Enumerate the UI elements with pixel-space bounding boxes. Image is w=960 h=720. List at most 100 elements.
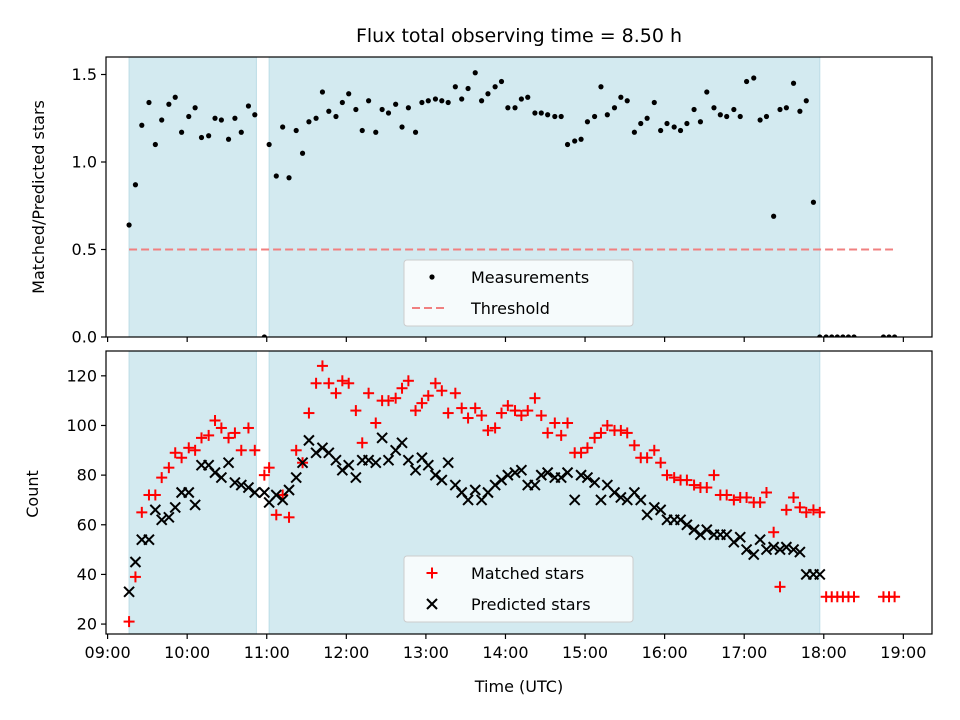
data-point-1-0-53 (476, 410, 488, 422)
data-point-0-0-10 (192, 105, 198, 111)
data-point-0-0-49 (452, 84, 458, 90)
data-point-0-0-60 (525, 94, 531, 100)
data-point-1-0-22 (270, 509, 282, 521)
data-point-1-0-95 (754, 496, 766, 508)
data-point-1-0-36 (363, 387, 375, 399)
data-point-1-0-43 (410, 405, 422, 417)
observing-window-1-0 (128, 350, 257, 635)
data-point-1-1-42 (402, 454, 415, 466)
data-point-1-0-27 (303, 407, 315, 419)
data-point-1-0-37 (370, 417, 382, 429)
data-point-0-0-28 (313, 115, 319, 121)
data-point-1-0-110 (848, 591, 860, 603)
data-point-1-0-68 (575, 447, 587, 459)
data-point-1-0-57 (502, 400, 514, 412)
data-point-1-1-74 (615, 491, 627, 504)
data-point-0-0-57 (505, 105, 511, 111)
data-point-0-0-59 (518, 96, 524, 102)
x-tick-label-4: 13:00 (403, 643, 449, 662)
data-point-0-0-12 (206, 133, 212, 139)
data-point-1-0-103 (807, 504, 819, 516)
y-tick-label-0-0: 0.0 (72, 328, 97, 347)
data-point-1-1-41 (396, 437, 408, 449)
data-point-1-1-95 (754, 533, 766, 546)
data-point-0-0-0 (126, 222, 132, 228)
data-point-1-0-99 (780, 504, 792, 516)
data-point-1-1-70 (588, 476, 601, 489)
data-point-0-0-37 (373, 129, 379, 135)
data-point-1-1-7 (169, 501, 181, 514)
data-point-1-0-33 (343, 377, 355, 389)
data-point-1-0-76 (628, 439, 640, 451)
data-point-0-0-39 (385, 110, 392, 116)
data-point-1-1-0 (123, 586, 135, 598)
data-point-0-0-42 (405, 105, 411, 111)
data-point-1-0-17 (235, 444, 247, 456)
data-point-0-0-96 (763, 113, 770, 120)
data-point-0-0-53 (478, 98, 485, 104)
data-point-0-0-83 (677, 127, 684, 134)
data-point-1-1-3 (143, 533, 155, 546)
data-point-1-0-71 (595, 427, 607, 439)
data-point-0-0-99 (783, 105, 789, 111)
data-point-0-0-92 (737, 113, 743, 120)
data-point-1-0-80 (655, 457, 667, 469)
data-point-1-0-72 (601, 419, 613, 431)
data-point-1-0-55 (489, 422, 501, 434)
data-point-1-1-34 (350, 471, 362, 484)
data-point-0-0-3 (146, 99, 152, 106)
data-point-1-0-58 (509, 405, 521, 417)
data-point-0-0-100 (790, 80, 797, 86)
data-point-1-1-16 (229, 476, 241, 489)
data-point-0-0-50 (459, 96, 465, 102)
data-point-0-0-36 (366, 98, 372, 104)
x-tick-label-8: 17:00 (721, 643, 767, 662)
data-point-0-0-1 (132, 182, 139, 188)
legend-0: Measurements Threshold (403, 259, 634, 327)
data-point-0-0-62 (538, 110, 544, 116)
data-point-1-0-59 (515, 410, 527, 422)
data-point-0-0-101 (797, 108, 803, 114)
data-point-1-0-42 (402, 375, 414, 387)
y-tick-label-1-4: 100 (66, 416, 97, 435)
data-point-1-0-16 (229, 427, 241, 439)
data-point-1-1-68 (575, 469, 587, 481)
data-point-0-0-94 (751, 75, 757, 81)
data-point-1-0-28 (310, 377, 322, 389)
data-point-1-1-69 (581, 471, 594, 484)
data-point-0-0-48 (445, 99, 451, 106)
legend-handle-1-1 (426, 598, 438, 610)
data-point-0-0-77 (638, 120, 644, 127)
data-point-0-0-74 (618, 94, 624, 100)
data-point-0-0-109 (845, 334, 852, 337)
data-point-0-0-70 (591, 113, 598, 120)
data-point-0-0-95 (757, 117, 763, 123)
data-point-1-0-39 (382, 395, 394, 407)
data-point-1-0-54 (482, 424, 494, 436)
data-point-0-0-71 (598, 84, 604, 90)
plot-frame-0 (105, 56, 933, 338)
data-point-1-1-23 (276, 494, 289, 506)
data-point-0-0-66 (564, 141, 571, 148)
data-point-0-0-86 (697, 119, 704, 125)
data-point-1-0-19 (249, 444, 261, 456)
data-point-0-0-89 (717, 112, 723, 118)
data-point-0-0-33 (346, 91, 352, 97)
observing-window-0-0 (128, 56, 257, 338)
data-point-1-0-25 (290, 444, 302, 456)
chart-title: Flux total observing time = 8.50 h (356, 25, 682, 47)
data-point-0-0-91 (731, 106, 737, 113)
x-tick-label-10: 19:00 (880, 643, 926, 662)
data-point-0-0-13 (212, 115, 218, 121)
data-point-1-0-1 (129, 571, 141, 583)
data-point-1-0-75 (621, 427, 633, 439)
data-point-1-0-24 (283, 511, 295, 523)
data-point-0-0-56 (498, 78, 505, 85)
y-tick-label-0-3: 1.5 (72, 65, 97, 84)
data-point-1-0-63 (542, 427, 554, 439)
data-point-1-1-59 (515, 464, 528, 476)
data-point-1-1-4 (149, 504, 162, 516)
y-tick-label-0-2: 1.0 (72, 153, 97, 172)
data-point-1-0-74 (615, 424, 627, 436)
y-tick-label-1-3: 80 (77, 466, 97, 485)
